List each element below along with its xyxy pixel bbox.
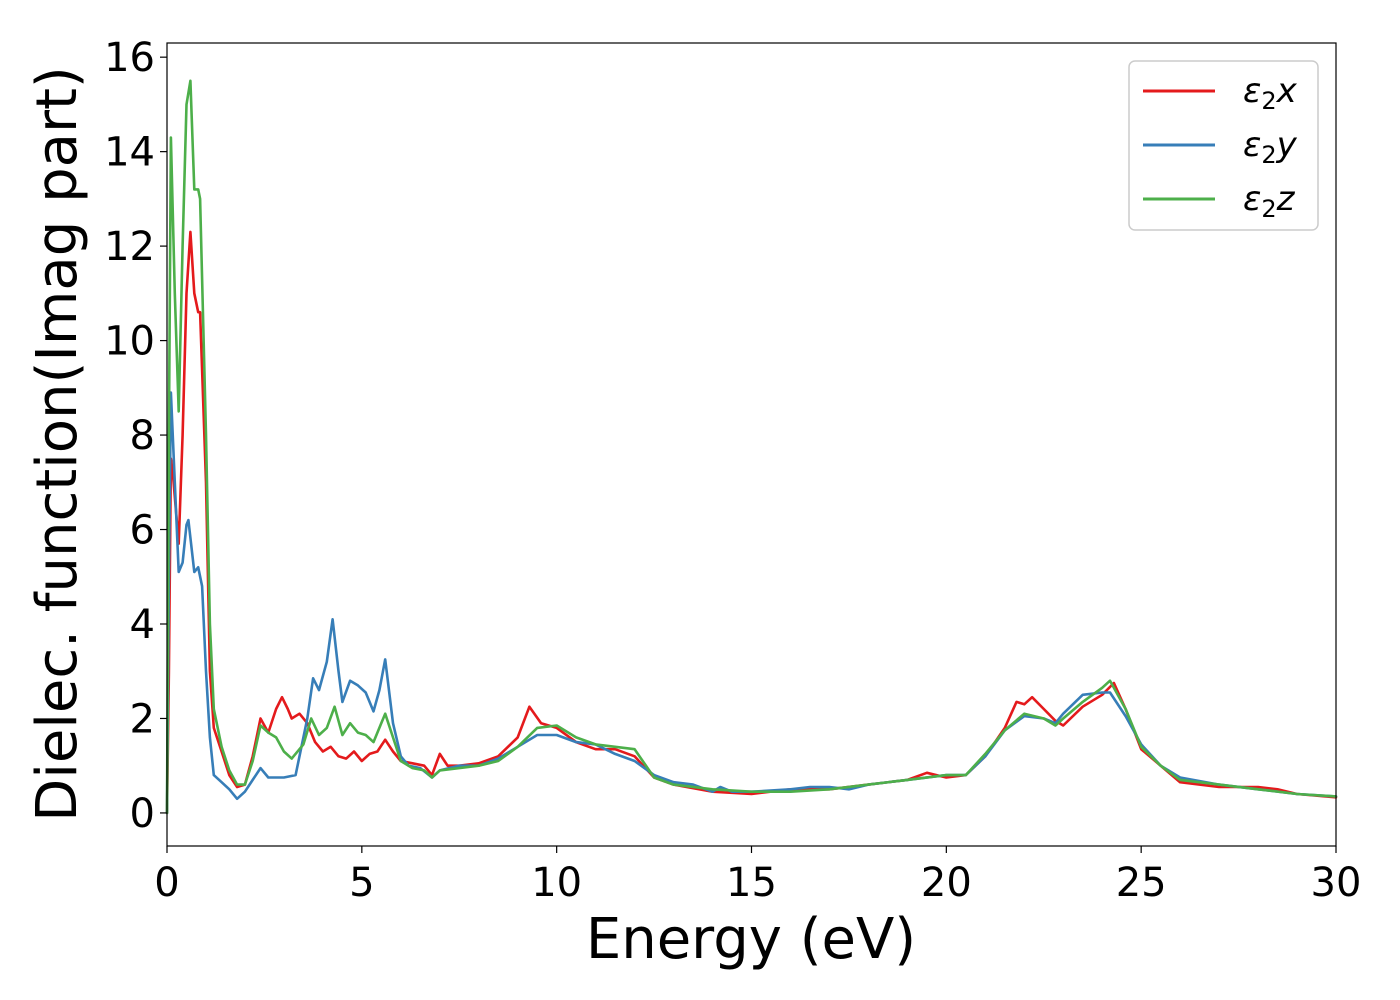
legend-label-3: ε2z <box>1243 179 1296 223</box>
y-tick-label: 8 <box>130 413 155 459</box>
legend-label-1: ε2x <box>1243 71 1298 115</box>
y-tick-label: 4 <box>130 602 155 648</box>
x-tick-label: 0 <box>154 860 179 906</box>
y-tick-label: 14 <box>104 130 155 176</box>
x-tick-label: 25 <box>1116 860 1167 906</box>
y-axis-ticks: 0 2 4 6 8 10 12 14 16 <box>104 35 167 837</box>
x-axis-ticks: 0 5 10 15 20 25 30 <box>154 846 1361 906</box>
x-axis-label: Energy (eV) <box>586 907 916 972</box>
y-axis-label: Dielec. function(Imag part) <box>25 66 90 822</box>
series-layer <box>165 79 1338 815</box>
series-line-3 <box>165 79 1338 815</box>
legend: ε2x ε2y ε2z <box>1128 60 1319 231</box>
y-tick-label: 16 <box>104 35 155 81</box>
series-line-1 <box>165 230 1338 815</box>
x-tick-label: 20 <box>921 860 972 906</box>
y-tick-label: 2 <box>130 696 155 742</box>
legend-box <box>1128 60 1319 231</box>
x-tick-label: 30 <box>1311 860 1362 906</box>
legend-label-2: ε2y <box>1243 125 1298 169</box>
y-tick-label: 12 <box>104 224 155 270</box>
x-tick-label: 5 <box>349 860 374 906</box>
y-tick-label: 0 <box>130 791 155 837</box>
x-tick-label: 15 <box>726 860 777 906</box>
y-tick-label: 6 <box>130 508 155 554</box>
x-tick-label: 10 <box>531 860 582 906</box>
y-tick-label: 10 <box>104 319 155 365</box>
